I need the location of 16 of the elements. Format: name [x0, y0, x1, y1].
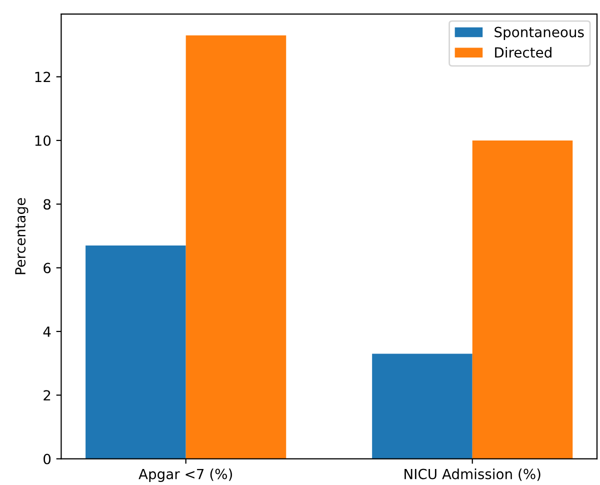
y-tick-label: 2: [44, 390, 50, 400]
y-tick-label: 0: [44, 454, 51, 464]
legend-label: Directed: [495, 46, 552, 58]
bar: [372, 354, 472, 459]
legend-label: Spontaneous: [494, 26, 584, 40]
y-tick-label: 10: [35, 135, 51, 146]
bar: [86, 246, 186, 459]
y-tick-label: 4: [43, 326, 51, 337]
x-tick-label: Apgar <7 (%): [138, 468, 232, 482]
y-tick-label: 12: [35, 72, 50, 82]
y-tick-label: 8: [44, 199, 51, 210]
bar: [472, 140, 573, 459]
bar: [186, 35, 286, 459]
x-tick-label: NICU Admission (%): [404, 468, 540, 481]
y-axis-title: Percentage: [15, 198, 28, 274]
y-tick-label: 6: [44, 262, 51, 274]
